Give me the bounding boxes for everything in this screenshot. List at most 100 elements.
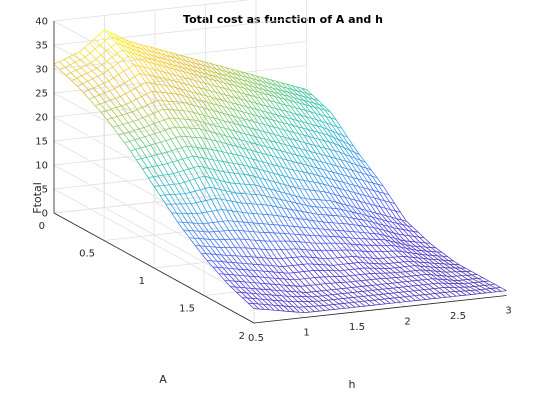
mesh-segment: [196, 63, 202, 66]
mesh-segment: [402, 286, 410, 292]
mesh-segment: [307, 219, 315, 229]
mesh-segment: [295, 147, 301, 150]
mesh-segment: [338, 139, 345, 149]
mesh-segment: [169, 128, 177, 138]
mesh-segment: [128, 131, 135, 141]
mesh-segment: [318, 131, 324, 135]
mesh-segment: [380, 303, 386, 305]
mesh-segment: [259, 130, 265, 133]
mesh-segment: [186, 64, 193, 67]
mesh-segment: [280, 109, 288, 118]
mesh-segment: [104, 29, 110, 33]
mesh-segment: [263, 124, 270, 134]
mesh-segment: [363, 225, 370, 234]
mesh-segment: [332, 294, 339, 300]
mesh-segment: [100, 110, 107, 113]
mesh-segment: [383, 293, 390, 299]
mesh-segment: [166, 151, 173, 163]
mesh-segment: [297, 126, 304, 129]
mesh-segment: [305, 284, 311, 287]
mesh-segment: [408, 285, 414, 287]
mesh-segment: [472, 278, 479, 283]
mesh-segment: [350, 162, 358, 172]
mesh-segment: [172, 161, 179, 173]
mesh-segment: [229, 89, 235, 92]
mesh-segment: [373, 227, 379, 230]
mesh-segment: [379, 299, 386, 305]
mesh-segment: [422, 284, 430, 290]
mesh-segment: [236, 291, 243, 298]
mesh-segment: [315, 242, 322, 252]
mesh-segment: [271, 294, 278, 301]
mesh-segment: [350, 198, 356, 201]
mesh-segment: [401, 251, 409, 258]
mesh-segment: [330, 156, 336, 159]
mesh-segment: [468, 282, 474, 284]
mesh-segment: [331, 164, 337, 167]
mesh-segment: [283, 225, 289, 227]
mesh-segment: [275, 149, 283, 159]
mesh-segment: [159, 195, 167, 205]
mesh-segment: [270, 79, 278, 86]
mesh-segment: [248, 174, 256, 186]
mesh-segment: [173, 109, 180, 119]
mesh-segment: [402, 224, 409, 231]
mesh-segment: [287, 92, 295, 99]
mesh-segment: [196, 147, 204, 159]
mesh-segment: [218, 119, 224, 122]
mesh-segment: [391, 216, 398, 224]
mesh-segment: [314, 235, 321, 244]
mesh-segment: [265, 78, 273, 85]
mesh-segment: [220, 189, 226, 192]
mesh-segment: [237, 163, 245, 175]
mesh-segment: [364, 238, 372, 246]
mesh-segment: [362, 219, 369, 228]
mesh-segment: [142, 117, 150, 126]
mesh-segment: [340, 203, 346, 206]
mesh-segment: [223, 273, 230, 281]
mesh-segment: [386, 251, 394, 258]
mesh-segment: [305, 285, 312, 293]
mesh-segment: [251, 78, 258, 85]
mesh-segment: [193, 74, 199, 77]
mesh-segment: [235, 97, 241, 100]
mesh-segment: [443, 287, 451, 293]
mesh-segment: [401, 276, 407, 278]
mesh-segment: [258, 122, 264, 125]
mesh-segment: [467, 278, 473, 280]
mesh-segment: [382, 257, 389, 264]
mesh-segment: [244, 239, 251, 249]
mesh-segment: [300, 291, 308, 297]
mesh-segment: [429, 293, 436, 295]
mesh-segment: [462, 279, 469, 284]
mesh-segment: [121, 105, 128, 114]
mesh-segment: [286, 200, 292, 203]
mesh-segment: [326, 289, 332, 291]
mesh-segment: [246, 148, 252, 151]
mesh-segment: [414, 294, 420, 297]
mesh-segment: [260, 248, 267, 259]
mesh-segment: [157, 164, 163, 166]
mesh-segment: [338, 188, 346, 198]
mesh-segment: [329, 193, 337, 203]
mesh-segment: [102, 73, 109, 82]
mesh-segment: [266, 78, 272, 81]
mesh-segment: [304, 189, 311, 200]
mesh-segment: [296, 120, 304, 129]
mesh-segment: [390, 240, 397, 247]
mesh-segment: [89, 52, 97, 60]
mesh-segment: [474, 285, 480, 287]
mesh-segment: [341, 288, 348, 294]
mesh-segment: [164, 194, 172, 205]
mesh-segment: [246, 106, 252, 109]
mesh-segment: [382, 185, 390, 195]
mesh-segment: [195, 59, 201, 62]
mesh-segment: [341, 166, 347, 170]
mesh-segment: [298, 226, 304, 228]
mesh-segment: [200, 94, 208, 103]
mesh-segment: [223, 171, 231, 184]
mesh-segment: [127, 56, 134, 59]
mesh-segment: [351, 287, 358, 293]
mesh-segment: [366, 251, 374, 259]
mesh-segment: [286, 295, 293, 302]
